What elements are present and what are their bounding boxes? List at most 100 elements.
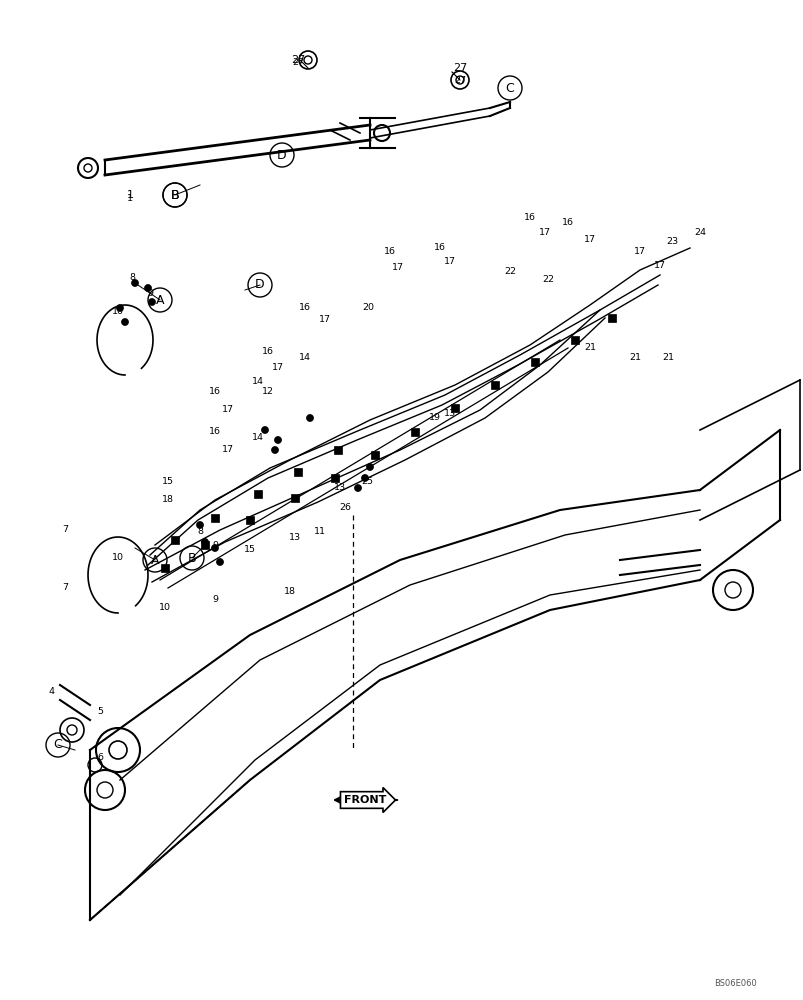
Text: 10: 10 — [112, 308, 124, 316]
Text: 17: 17 — [222, 406, 234, 414]
Text: 4: 4 — [49, 688, 55, 696]
Text: B: B — [187, 552, 196, 564]
Text: 9: 9 — [212, 540, 218, 550]
FancyBboxPatch shape — [171, 536, 179, 544]
Text: 7: 7 — [62, 584, 68, 592]
Text: 20: 20 — [361, 302, 373, 312]
Text: 25: 25 — [361, 478, 373, 487]
Text: 27: 27 — [291, 58, 304, 67]
FancyBboxPatch shape — [530, 358, 538, 366]
Text: 24: 24 — [693, 228, 705, 237]
Text: 16: 16 — [561, 218, 573, 227]
Text: 22: 22 — [503, 267, 516, 276]
Text: 16: 16 — [209, 428, 221, 436]
Text: C: C — [54, 738, 63, 752]
Circle shape — [145, 284, 151, 292]
Text: 5: 5 — [97, 708, 103, 716]
FancyBboxPatch shape — [291, 494, 299, 502]
FancyBboxPatch shape — [210, 514, 218, 522]
FancyBboxPatch shape — [161, 564, 169, 572]
Text: 12: 12 — [262, 387, 274, 396]
Text: 16: 16 — [299, 304, 311, 312]
Text: 14: 14 — [251, 432, 263, 442]
Text: 13: 13 — [443, 408, 455, 418]
Text: FRONT: FRONT — [344, 795, 385, 805]
Circle shape — [211, 544, 218, 552]
Text: 18: 18 — [283, 587, 296, 596]
Text: 1: 1 — [127, 194, 132, 203]
Circle shape — [132, 279, 138, 286]
Text: 26: 26 — [339, 502, 351, 512]
Text: 15: 15 — [161, 478, 173, 487]
FancyBboxPatch shape — [254, 490, 262, 498]
Text: 17: 17 — [538, 228, 550, 237]
FancyBboxPatch shape — [246, 516, 254, 524]
FancyBboxPatch shape — [450, 404, 459, 412]
Circle shape — [361, 475, 368, 482]
Text: A: A — [151, 554, 159, 566]
Text: D: D — [255, 278, 264, 292]
FancyBboxPatch shape — [331, 474, 339, 482]
Circle shape — [354, 485, 361, 491]
Circle shape — [121, 318, 128, 326]
Text: 18: 18 — [161, 495, 173, 504]
Text: 1: 1 — [126, 190, 133, 200]
Circle shape — [149, 298, 155, 306]
Text: 14: 14 — [251, 377, 263, 386]
Text: 19: 19 — [429, 412, 441, 422]
Circle shape — [274, 436, 281, 444]
Circle shape — [366, 464, 373, 471]
Text: 17: 17 — [443, 257, 455, 266]
Circle shape — [271, 446, 278, 454]
Text: 11: 11 — [314, 528, 325, 536]
Text: 17: 17 — [271, 362, 283, 371]
FancyBboxPatch shape — [294, 468, 302, 476]
Text: 27: 27 — [454, 76, 466, 85]
Text: 21: 21 — [628, 353, 640, 361]
Text: 17: 17 — [583, 234, 595, 243]
Circle shape — [202, 538, 208, 546]
Circle shape — [306, 414, 313, 422]
Text: 6: 6 — [97, 752, 103, 762]
Text: 16: 16 — [384, 247, 396, 256]
Text: 16: 16 — [209, 387, 221, 396]
Text: 17: 17 — [319, 316, 331, 324]
Text: 16: 16 — [434, 242, 446, 251]
Text: C: C — [505, 82, 514, 95]
Text: 22: 22 — [541, 275, 553, 284]
Text: B: B — [170, 189, 179, 202]
FancyBboxPatch shape — [607, 314, 615, 322]
Text: 10: 10 — [112, 554, 124, 562]
Text: 17: 17 — [653, 260, 665, 269]
Text: 9: 9 — [147, 288, 153, 298]
Circle shape — [116, 304, 124, 312]
Circle shape — [216, 558, 223, 566]
Text: 27: 27 — [452, 63, 467, 73]
Text: 13: 13 — [288, 532, 300, 542]
Circle shape — [261, 426, 268, 434]
Text: 17: 17 — [222, 446, 234, 454]
Text: 14: 14 — [299, 353, 311, 361]
Text: 27: 27 — [291, 55, 305, 65]
Text: D: D — [277, 149, 287, 162]
FancyBboxPatch shape — [491, 381, 499, 389]
FancyBboxPatch shape — [333, 446, 341, 454]
Text: 21: 21 — [583, 342, 595, 352]
Text: 23: 23 — [665, 237, 677, 246]
Text: 15: 15 — [243, 546, 255, 554]
Text: 17: 17 — [392, 262, 403, 271]
Text: 13: 13 — [333, 484, 345, 492]
FancyBboxPatch shape — [570, 336, 578, 344]
FancyBboxPatch shape — [201, 541, 209, 549]
Text: B: B — [170, 189, 179, 202]
Circle shape — [196, 522, 203, 528]
Text: 16: 16 — [262, 348, 274, 357]
Text: 21: 21 — [661, 353, 673, 361]
Text: BS06E060: BS06E060 — [713, 979, 756, 988]
Text: 8: 8 — [128, 273, 135, 282]
Text: 17: 17 — [634, 247, 645, 256]
FancyBboxPatch shape — [370, 451, 378, 459]
Text: 10: 10 — [159, 603, 171, 612]
Text: A: A — [156, 294, 164, 306]
FancyBboxPatch shape — [410, 428, 418, 436]
